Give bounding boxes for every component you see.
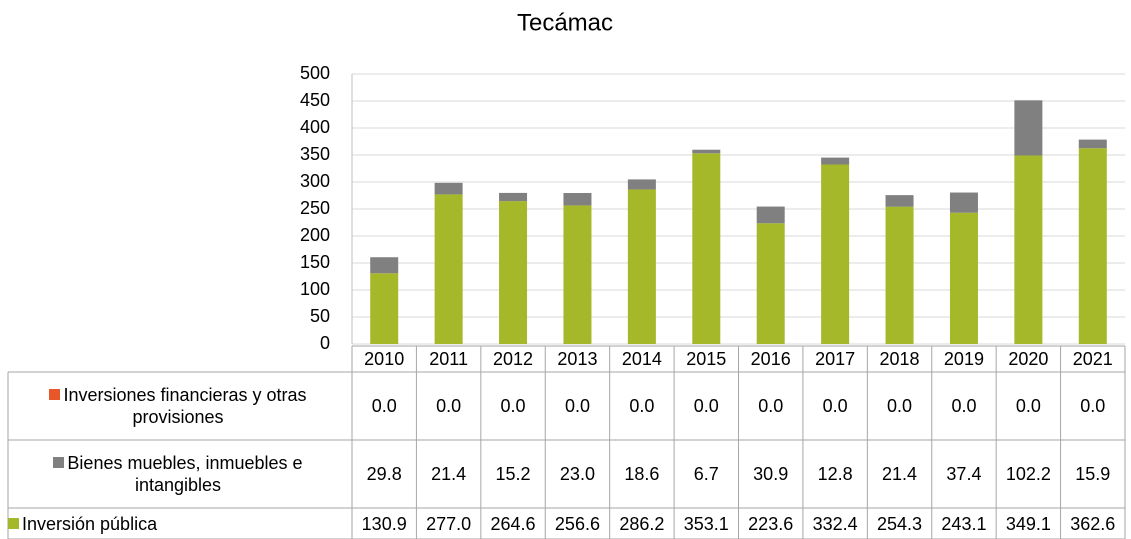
x-tick-label: 2010 — [364, 349, 405, 369]
legend-item: Inversión pública — [8, 508, 348, 539]
table-value: 102.2 — [1005, 464, 1051, 484]
legend-swatch — [49, 389, 61, 400]
table-value: 0.0 — [371, 396, 397, 416]
x-tick-label: 2016 — [750, 349, 791, 369]
table-value: 256.6 — [554, 513, 600, 534]
x-tick-label: 2019 — [943, 349, 984, 369]
bar-segment — [821, 164, 850, 344]
table-value: 362.6 — [1070, 513, 1116, 534]
bar-segment — [1014, 155, 1043, 344]
bar-segment — [434, 194, 463, 344]
legend-swatch — [8, 517, 19, 529]
table-value: 0.0 — [693, 396, 719, 416]
chart-title: Tecámac — [517, 9, 613, 36]
bar-segment — [885, 195, 914, 207]
table-value: 0.0 — [951, 396, 977, 416]
legend-item: Bienes muebles, inmuebles e intangibles — [8, 440, 348, 508]
bar-segment — [499, 201, 528, 344]
y-tick-label: 0 — [320, 333, 330, 353]
x-tick-label: 2015 — [686, 349, 727, 369]
table-value: 0.0 — [758, 396, 784, 416]
legend-label: Bienes muebles, inmuebles e intangibles — [67, 453, 303, 495]
table-value: 15.2 — [495, 464, 531, 484]
bar-segment — [885, 206, 914, 344]
bar-segment — [821, 157, 850, 165]
y-tick-label: 200 — [300, 225, 330, 245]
bar-segment — [692, 153, 721, 344]
table-value: 0.0 — [564, 396, 590, 416]
table-value: 12.8 — [817, 464, 853, 484]
y-tick-label: 300 — [300, 171, 330, 191]
table-value: 23.0 — [559, 464, 595, 484]
bar-segment — [434, 182, 463, 195]
bar-segment — [563, 193, 592, 206]
legend-label: Inversiones financieras y otras provisio… — [63, 385, 307, 427]
bar-segment — [1078, 139, 1107, 149]
x-tick-label: 2013 — [557, 349, 598, 369]
table-value: 0.0 — [500, 396, 526, 416]
table-value: 30.9 — [753, 464, 789, 484]
table-value: 15.9 — [1075, 464, 1111, 484]
x-tick-label: 2021 — [1072, 349, 1113, 369]
table-value: 353.1 — [683, 513, 729, 534]
table-value: 243.1 — [941, 513, 987, 534]
table-value: 223.6 — [748, 513, 794, 534]
bar-segment — [499, 192, 528, 202]
x-tick-label: 2012 — [493, 349, 534, 369]
table-value: 254.3 — [877, 513, 923, 534]
y-tick-label: 500 — [300, 63, 330, 83]
bar-segment — [692, 149, 721, 154]
table-value: 264.6 — [490, 513, 536, 534]
y-tick-label: 150 — [300, 252, 330, 272]
bar-segment — [627, 179, 656, 190]
table-value: 0.0 — [1015, 396, 1041, 416]
table-value: 37.4 — [946, 464, 982, 484]
table-value: 29.8 — [366, 464, 402, 484]
y-tick-label: 100 — [300, 279, 330, 299]
x-tick-label: 2020 — [1008, 349, 1049, 369]
y-tick-label: 450 — [300, 90, 330, 110]
bar-segment — [949, 212, 978, 344]
table-value: 130.9 — [361, 513, 407, 534]
legend-swatch — [53, 457, 65, 468]
y-tick-label: 350 — [300, 144, 330, 164]
bar-segment — [563, 205, 592, 344]
bar-segment — [627, 189, 656, 344]
bar-segment — [756, 206, 785, 224]
table-value: 21.4 — [882, 464, 918, 484]
legend-label: Inversión pública — [22, 513, 158, 534]
table-value: 332.4 — [812, 513, 858, 534]
bar-segment — [370, 257, 399, 274]
table-value: 18.6 — [624, 464, 660, 484]
table-value: 0.0 — [887, 396, 913, 416]
bar-segment — [949, 192, 978, 213]
table-value: 286.2 — [619, 513, 665, 534]
y-tick-label: 250 — [300, 198, 330, 218]
table-value: 0.0 — [1080, 396, 1106, 416]
table-value: 21.4 — [431, 464, 467, 484]
y-tick-label: 400 — [300, 117, 330, 137]
x-tick-label: 2011 — [429, 349, 468, 369]
table-value: 0.0 — [629, 396, 655, 416]
bar-segment — [370, 273, 399, 344]
table-value: 349.1 — [1005, 513, 1051, 534]
bar-segment — [1014, 100, 1043, 156]
table-value: 277.0 — [426, 513, 472, 534]
y-tick-label: 50 — [310, 306, 330, 326]
legend-item: Inversiones financieras y otras provisio… — [8, 372, 348, 440]
x-tick-label: 2018 — [879, 349, 920, 369]
bar-segment — [756, 223, 785, 344]
table-value: 0.0 — [436, 396, 462, 416]
table-value: 0.0 — [822, 396, 848, 416]
x-tick-label: 2017 — [815, 349, 856, 369]
x-tick-label: 2014 — [621, 349, 662, 369]
bar-segment — [1078, 148, 1107, 344]
table-value: 6.7 — [693, 464, 719, 484]
